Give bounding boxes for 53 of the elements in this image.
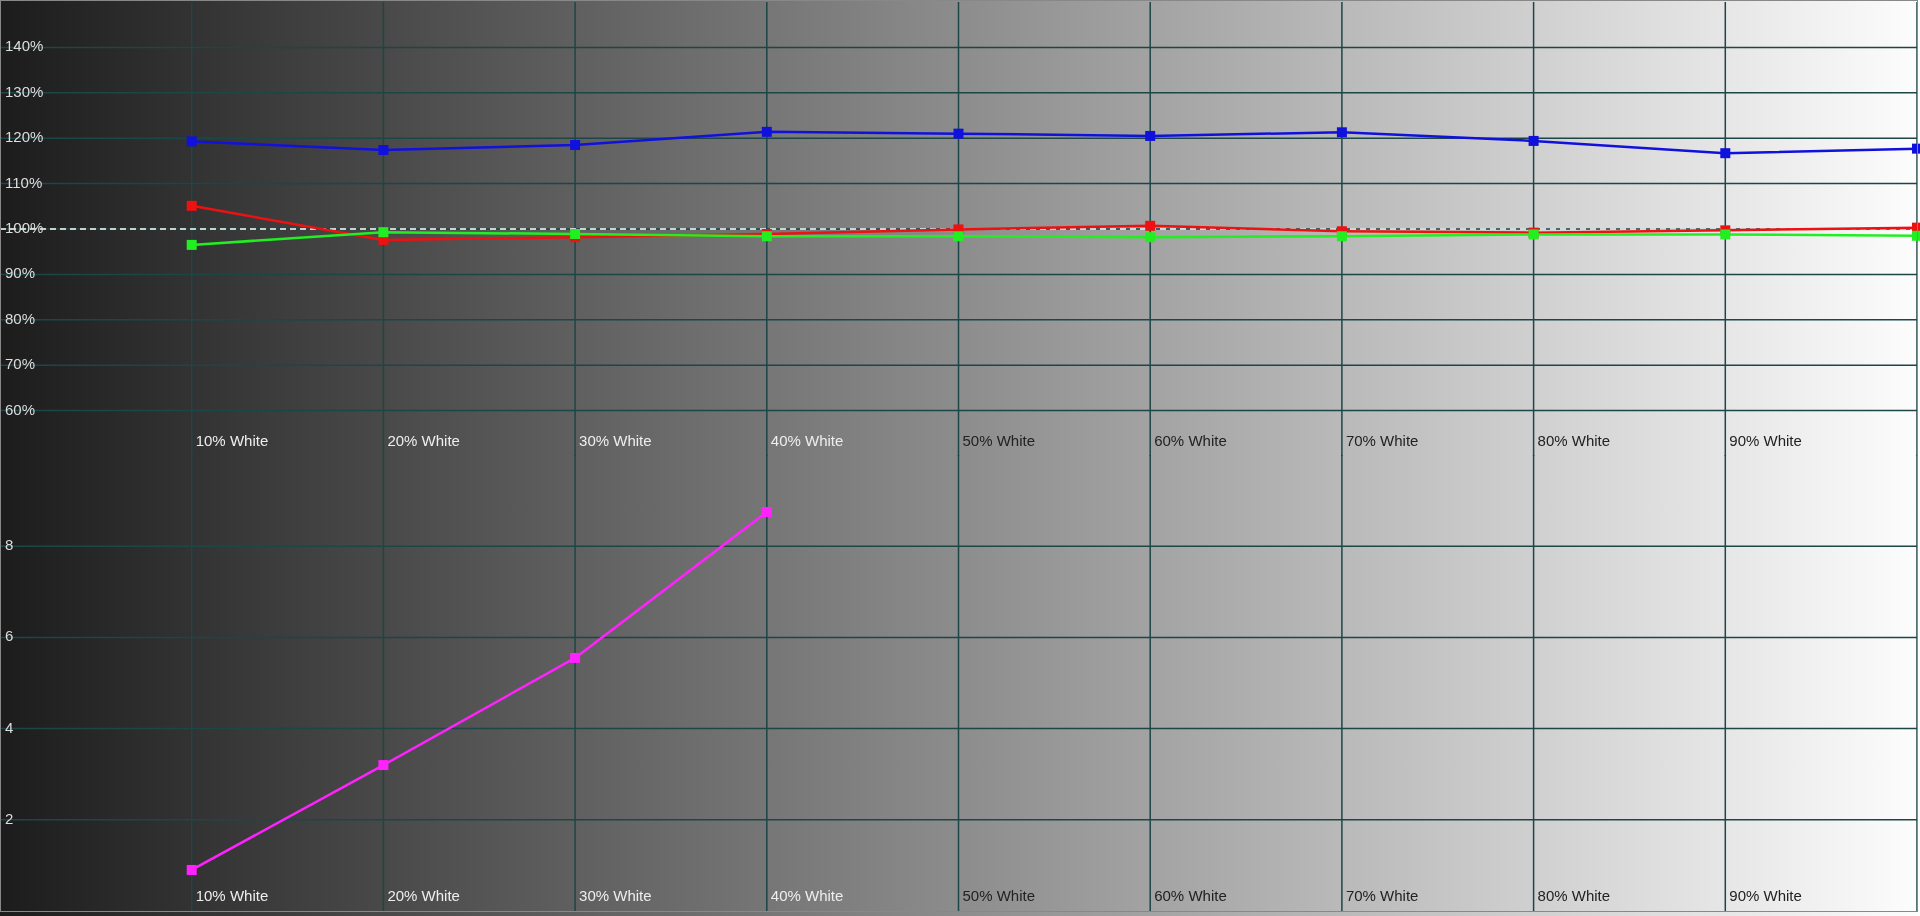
- x-tick-label: 50% White: [962, 432, 1036, 449]
- y-tick-label: 120%: [5, 128, 44, 146]
- point: [1336, 231, 1347, 242]
- point: [570, 140, 581, 151]
- y-tick-label: 140%: [5, 37, 44, 55]
- point: [570, 652, 581, 663]
- point: [1720, 148, 1731, 159]
- x-tick-label: 70% White: [1345, 432, 1419, 449]
- point: [378, 145, 389, 155]
- point: [570, 228, 581, 239]
- x-tick-label: 70% White: [1345, 887, 1419, 904]
- y-tick-label: 80%: [5, 309, 36, 327]
- x-tick-label: 60% White: [1154, 432, 1227, 449]
- y-tick-label: 8: [5, 536, 14, 554]
- y-tick-label: 6: [5, 627, 14, 645]
- point: [761, 507, 772, 517]
- x-tick-label: 10% White: [195, 887, 269, 904]
- x-tick-label: 20% White: [387, 432, 460, 449]
- y-tick-label: 4: [5, 718, 14, 736]
- point: [186, 136, 197, 147]
- x-tick-label: 60% White: [1154, 887, 1227, 904]
- x-tick-label: 10% White: [195, 432, 269, 449]
- point: [1720, 229, 1731, 240]
- y-tick-label: 110%: [5, 173, 43, 191]
- point: [1336, 127, 1347, 138]
- x-tick-label: 40% White: [770, 432, 844, 449]
- y-tick-label: 2: [5, 809, 14, 827]
- y-tick-label: 70%: [5, 355, 36, 373]
- point: [378, 760, 389, 771]
- x-tick-label: 20% White: [387, 887, 460, 904]
- y-tick-label: 90%: [5, 264, 36, 282]
- y-tick-label: 100%: [5, 218, 44, 236]
- point: [186, 864, 197, 875]
- y-tick-label: 60%: [5, 400, 36, 418]
- x-tick-label: 40% White: [770, 887, 844, 904]
- x-tick-label: 80% White: [1537, 432, 1611, 449]
- point: [1145, 232, 1156, 243]
- x-tick-label: 30% White: [579, 432, 652, 449]
- x-tick-label: 90% White: [1729, 887, 1802, 904]
- x-tick-label: 80% White: [1537, 887, 1611, 904]
- x-tick-label: 50% White: [962, 887, 1036, 904]
- x-tick-label: 90% White: [1729, 432, 1802, 449]
- point: [953, 231, 964, 242]
- point: [186, 200, 197, 211]
- point: [186, 239, 197, 250]
- point: [761, 126, 772, 137]
- x-tick-label: 30% White: [579, 887, 652, 904]
- point: [1528, 135, 1539, 146]
- point: [1145, 220, 1156, 231]
- y-tick-label: 130%: [5, 82, 44, 100]
- point: [378, 227, 389, 238]
- point: [1145, 130, 1156, 141]
- point: [953, 128, 964, 139]
